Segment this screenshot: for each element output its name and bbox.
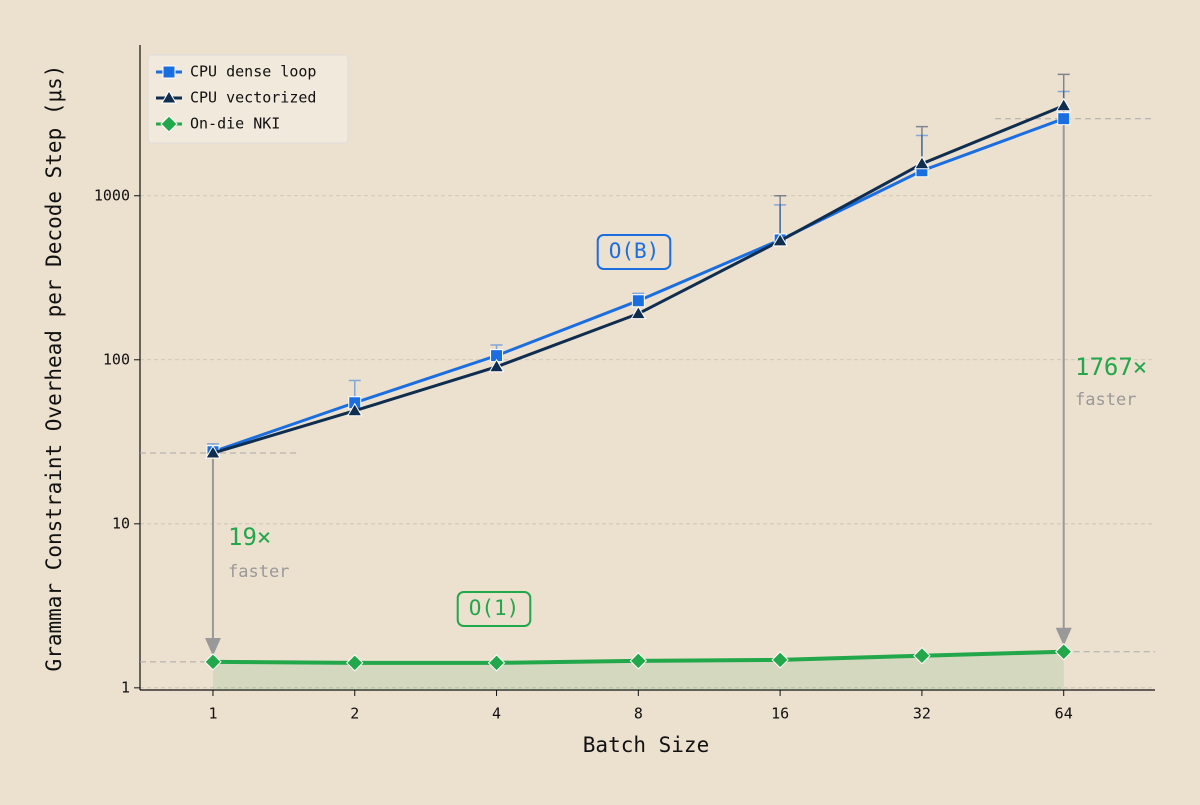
point bbox=[162, 65, 176, 79]
annotation-box bbox=[596, 234, 672, 270]
legend-label: On-die NKI bbox=[190, 115, 280, 133]
point bbox=[346, 654, 364, 672]
y-tick-label: 1 bbox=[121, 678, 130, 696]
legend-label: CPU vectorized bbox=[190, 89, 316, 107]
x-axis-label: Batch Size bbox=[583, 733, 709, 757]
area bbox=[212, 651, 1064, 690]
point bbox=[913, 646, 931, 665]
annotation: 19× bbox=[228, 523, 271, 551]
point bbox=[488, 358, 505, 373]
annotation: O(1) bbox=[469, 596, 520, 620]
x-tick-label: 1 bbox=[208, 705, 217, 723]
x-tick-label: 8 bbox=[634, 705, 643, 723]
point bbox=[772, 232, 788, 247]
point bbox=[631, 294, 645, 308]
point bbox=[1057, 112, 1071, 126]
annotation-box bbox=[456, 591, 532, 627]
point bbox=[771, 651, 789, 669]
x-tick-label: 4 bbox=[492, 705, 501, 723]
annotation: 1767× bbox=[1075, 353, 1147, 381]
legend-label: CPU dense loop bbox=[190, 63, 316, 81]
point bbox=[914, 155, 930, 170]
legend-box bbox=[147, 54, 349, 144]
y-tick-label: 1000 bbox=[94, 186, 130, 204]
point bbox=[1055, 643, 1073, 661]
point bbox=[346, 402, 363, 417]
y-tick-label: 100 bbox=[103, 350, 130, 368]
y-tick-label: 10 bbox=[112, 514, 130, 532]
point bbox=[160, 115, 178, 133]
point bbox=[630, 305, 647, 320]
annotation: faster bbox=[228, 562, 289, 582]
annotation: O(B) bbox=[609, 239, 660, 263]
annotation: faster bbox=[1075, 390, 1136, 410]
y-axis-label: Grammar Constraint Overhead per Decode S… bbox=[42, 65, 66, 672]
x-tick-label: 2 bbox=[350, 705, 359, 723]
x-tick-label: 16 bbox=[771, 705, 789, 723]
point bbox=[205, 445, 221, 459]
point bbox=[161, 90, 177, 104]
point bbox=[487, 654, 506, 672]
point bbox=[629, 652, 648, 670]
line bbox=[212, 104, 1065, 455]
x-tick-label: 64 bbox=[1055, 705, 1073, 723]
x-tick-label: 32 bbox=[913, 705, 931, 723]
point bbox=[204, 653, 222, 671]
line bbox=[212, 117, 1065, 454]
point bbox=[1055, 97, 1072, 112]
